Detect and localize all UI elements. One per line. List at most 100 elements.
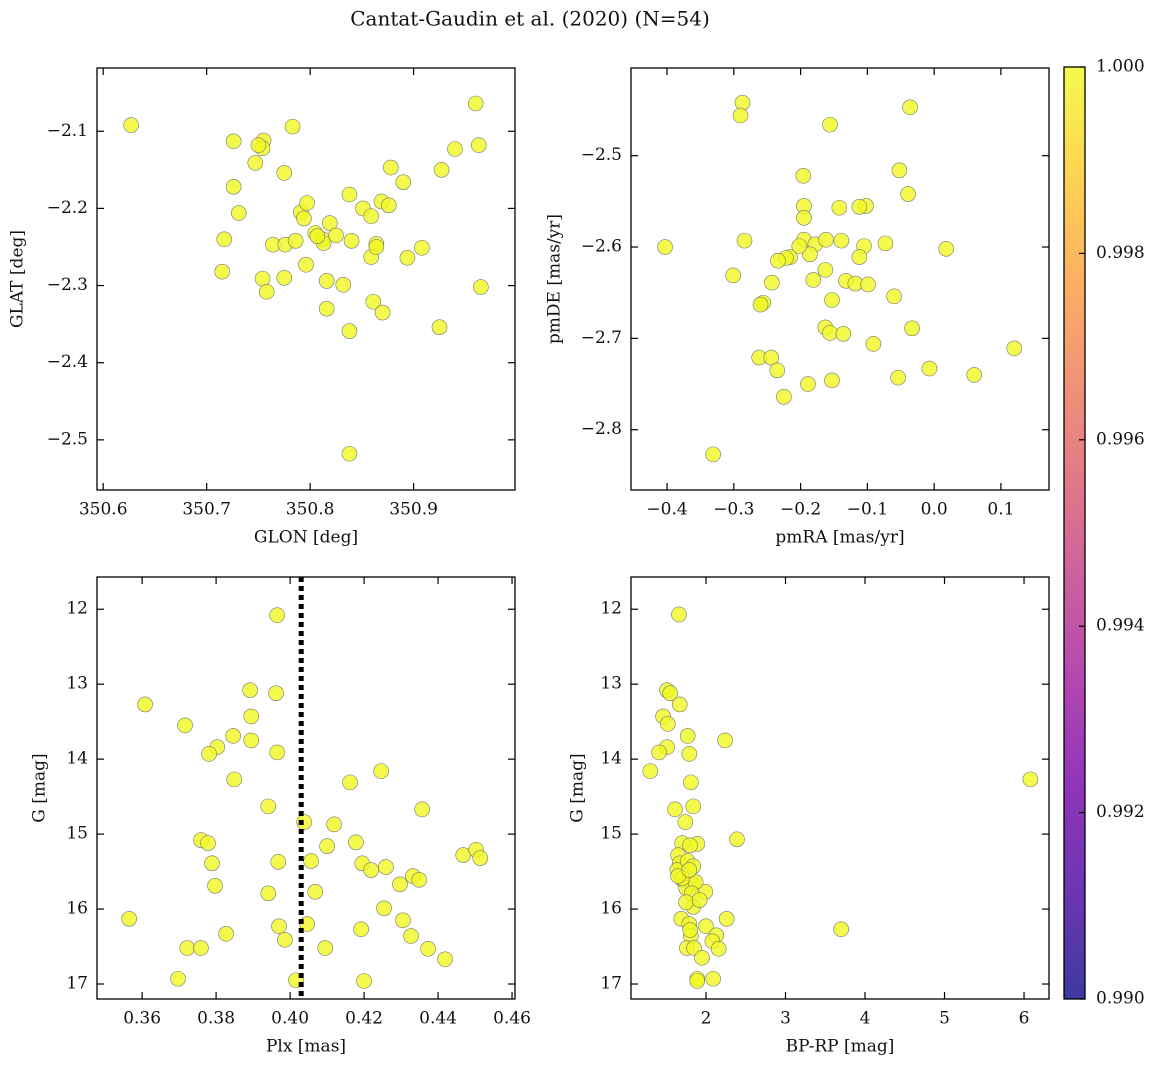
point (204, 855, 220, 872)
point (303, 853, 319, 869)
point (657, 239, 673, 255)
point (309, 228, 326, 244)
point (691, 892, 708, 908)
point (698, 918, 714, 935)
point (736, 232, 753, 249)
point (705, 970, 721, 987)
point (287, 233, 304, 249)
y-axis-label: G [mag] (30, 753, 50, 822)
point (268, 685, 284, 701)
point (230, 205, 247, 221)
point (902, 99, 918, 116)
point (321, 215, 338, 231)
point (795, 167, 812, 184)
point (318, 273, 335, 289)
point (326, 816, 342, 833)
point (299, 195, 315, 211)
y-tick-label: 16 (66, 899, 88, 919)
point (341, 323, 358, 339)
point (437, 951, 453, 968)
x-tick-label: −0.4 (646, 500, 687, 520)
point (718, 910, 735, 927)
axes-frame (96, 576, 516, 1000)
point (1022, 771, 1039, 788)
point (243, 732, 260, 749)
y-tick-label: 15 (66, 824, 88, 844)
point (671, 696, 688, 713)
point (399, 249, 416, 266)
point (365, 293, 382, 310)
point (470, 137, 487, 153)
axes-frame (630, 576, 1050, 1000)
point (921, 360, 938, 377)
point (207, 878, 223, 894)
point (317, 940, 334, 956)
x-tick-label: 0.36 (123, 1009, 161, 1029)
x-tick-label: 0.38 (197, 1009, 235, 1029)
point (328, 227, 344, 244)
point (769, 362, 786, 379)
colorbar-tick-label: 0.998 (1096, 243, 1145, 263)
point (817, 262, 834, 278)
point (307, 884, 324, 900)
point (225, 179, 242, 195)
y-tick-label: 12 (600, 599, 622, 619)
point (177, 717, 193, 734)
point (860, 276, 876, 293)
point (752, 296, 769, 313)
colorbar: 0.990 0.992 0.994 0.996 0.998 1.000 (1063, 57, 1145, 1009)
point (137, 696, 153, 713)
point (805, 272, 822, 288)
x-tick-label: 0.42 (345, 1009, 383, 1029)
point (201, 746, 217, 762)
point (447, 141, 463, 157)
y-tick-label: 17 (600, 974, 622, 994)
y-tick-label: −2.5 (47, 429, 88, 449)
point (831, 199, 848, 216)
point (353, 921, 369, 938)
point (260, 885, 277, 902)
point (904, 320, 920, 337)
point (271, 918, 287, 935)
point (681, 862, 698, 878)
point (818, 231, 834, 248)
y-tick-label: 15 (600, 824, 622, 844)
point (376, 900, 392, 917)
point (662, 685, 678, 701)
point (226, 771, 243, 788)
point (763, 349, 780, 366)
point (689, 973, 706, 989)
point (260, 798, 277, 815)
y-tick-label: 14 (600, 749, 622, 769)
point (966, 367, 983, 383)
point (254, 270, 271, 287)
point (342, 774, 358, 791)
point (341, 186, 358, 203)
y-tick-label: −2.8 (581, 419, 622, 439)
point (776, 389, 792, 405)
subplot: 2 3 4 5 6 12 13 14 15 16 17 BP-RP [mag] G [mag] (568, 576, 1050, 1057)
point (403, 928, 419, 944)
point (368, 239, 385, 255)
point (276, 165, 293, 181)
point (200, 835, 216, 851)
point (225, 728, 241, 744)
point (363, 862, 379, 878)
point (671, 606, 687, 623)
point (431, 319, 448, 336)
point (218, 925, 234, 942)
x-tick-label: 3 (780, 1009, 791, 1029)
point (900, 186, 916, 202)
y-axis-label: G [mag] (568, 753, 588, 822)
point (411, 872, 427, 888)
point (420, 940, 436, 957)
point (258, 283, 275, 300)
point (717, 732, 733, 749)
point (383, 159, 399, 176)
point (694, 949, 710, 966)
point (414, 801, 430, 818)
subplot: −0.4 −0.3 −0.2 −0.1 0.0 0.1 −2.5 −2.6 −2.7 −2.8 pm… (545, 67, 1050, 548)
x-tick-label: 0.0 (921, 500, 948, 520)
point (433, 162, 450, 178)
point (824, 292, 840, 308)
